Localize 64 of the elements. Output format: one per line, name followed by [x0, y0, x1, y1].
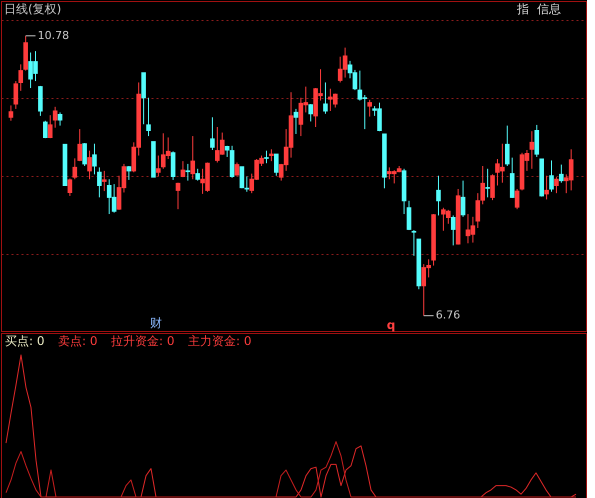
annotation: 指 — [516, 2, 529, 16]
candlestick — [190, 136, 196, 180]
candlestick — [240, 166, 244, 189]
candlestick — [485, 168, 490, 198]
candlestick — [460, 180, 466, 218]
candlestick — [412, 230, 416, 256]
candlestick — [146, 97, 151, 137]
candlestick — [186, 163, 190, 182]
annotation: 10.78 — [38, 28, 70, 42]
candlestick — [504, 125, 510, 166]
candlestick — [510, 157, 514, 199]
candlestick — [87, 150, 92, 180]
candlestick — [43, 120, 48, 139]
text: 卖点: 0 — [58, 334, 98, 348]
candlestick — [68, 178, 72, 196]
text: 拉升资金: 0 — [111, 334, 174, 348]
candlestick — [549, 160, 554, 192]
annotation: 财 — [150, 316, 162, 330]
candlestick — [8, 104, 14, 122]
candlestick — [77, 128, 82, 162]
annotation: 信息 — [537, 2, 561, 16]
candlestick — [176, 182, 180, 210]
candlestick — [475, 192, 480, 228]
candlestick — [274, 154, 279, 176]
candlestick — [367, 99, 372, 118]
candlestick — [559, 164, 564, 184]
candlestick — [436, 175, 441, 216]
candlestick — [170, 150, 176, 180]
text: 主力资金: 0 — [188, 334, 252, 348]
candlestick — [480, 166, 486, 205]
candlestick — [92, 143, 97, 175]
candlestick — [308, 104, 313, 122]
candlestick — [544, 175, 549, 200]
candlestick — [323, 82, 328, 114]
candlestick — [244, 176, 250, 192]
candlestick — [126, 166, 132, 180]
candlestick — [48, 114, 53, 139]
candlestick — [294, 108, 298, 134]
candlestick — [406, 200, 412, 231]
candlestick — [102, 170, 107, 192]
candlestick — [450, 214, 456, 246]
candlestick — [234, 162, 240, 176]
candlestick — [195, 168, 200, 182]
candlestick — [58, 112, 62, 126]
candlestick — [156, 155, 161, 177]
candlestick — [97, 166, 102, 198]
candlestick — [14, 80, 18, 110]
candlestick — [269, 148, 274, 162]
candlestick — [52, 106, 58, 128]
candlestick — [514, 188, 520, 210]
candlestick — [180, 160, 186, 178]
text: 买点: 0 — [5, 334, 44, 348]
candlestick — [18, 64, 24, 92]
candlestick — [534, 124, 540, 158]
chart-title: 日线(复权) — [4, 2, 62, 16]
annotation: q — [386, 318, 396, 332]
candlestick — [72, 158, 78, 180]
annotation: 6.76 — [436, 308, 460, 322]
candlestick — [210, 116, 215, 150]
candlestick — [82, 142, 87, 166]
candlestick — [490, 174, 495, 201]
candlestick — [530, 130, 534, 170]
candlestick — [264, 150, 269, 164]
candlestick — [554, 176, 559, 194]
